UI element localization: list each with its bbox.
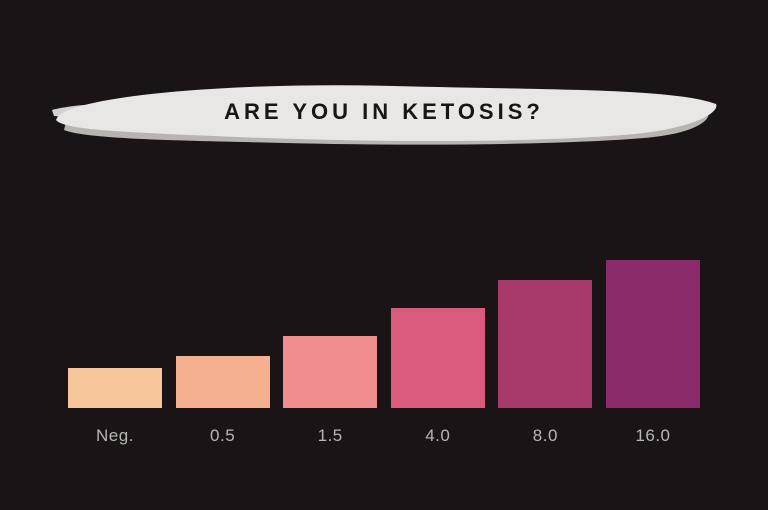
bar xyxy=(283,336,377,408)
bar xyxy=(391,308,485,408)
bar xyxy=(68,368,162,408)
title-banner: ARE YOU IN KETOSIS? xyxy=(44,72,724,152)
bar-column: 8.0 xyxy=(498,280,592,446)
bar-column: 1.5 xyxy=(283,336,377,446)
bar-column: 0.5 xyxy=(176,356,270,446)
bar-label: 16.0 xyxy=(635,426,670,446)
bar-label: 8.0 xyxy=(533,426,558,446)
bar-label: 1.5 xyxy=(318,426,343,446)
bar xyxy=(498,280,592,408)
bar xyxy=(176,356,270,408)
bar-label: 0.5 xyxy=(210,426,235,446)
bar-column: 4.0 xyxy=(391,308,485,446)
ketosis-bar-chart: Neg. 0.5 1.5 4.0 8.0 16.0 xyxy=(68,236,700,446)
bar-label: Neg. xyxy=(96,426,134,446)
bar-label: 4.0 xyxy=(425,426,450,446)
chart-title: ARE YOU IN KETOSIS? xyxy=(224,99,544,125)
bar xyxy=(606,260,700,408)
bar-column: 16.0 xyxy=(606,260,700,446)
bar-column: Neg. xyxy=(68,368,162,446)
